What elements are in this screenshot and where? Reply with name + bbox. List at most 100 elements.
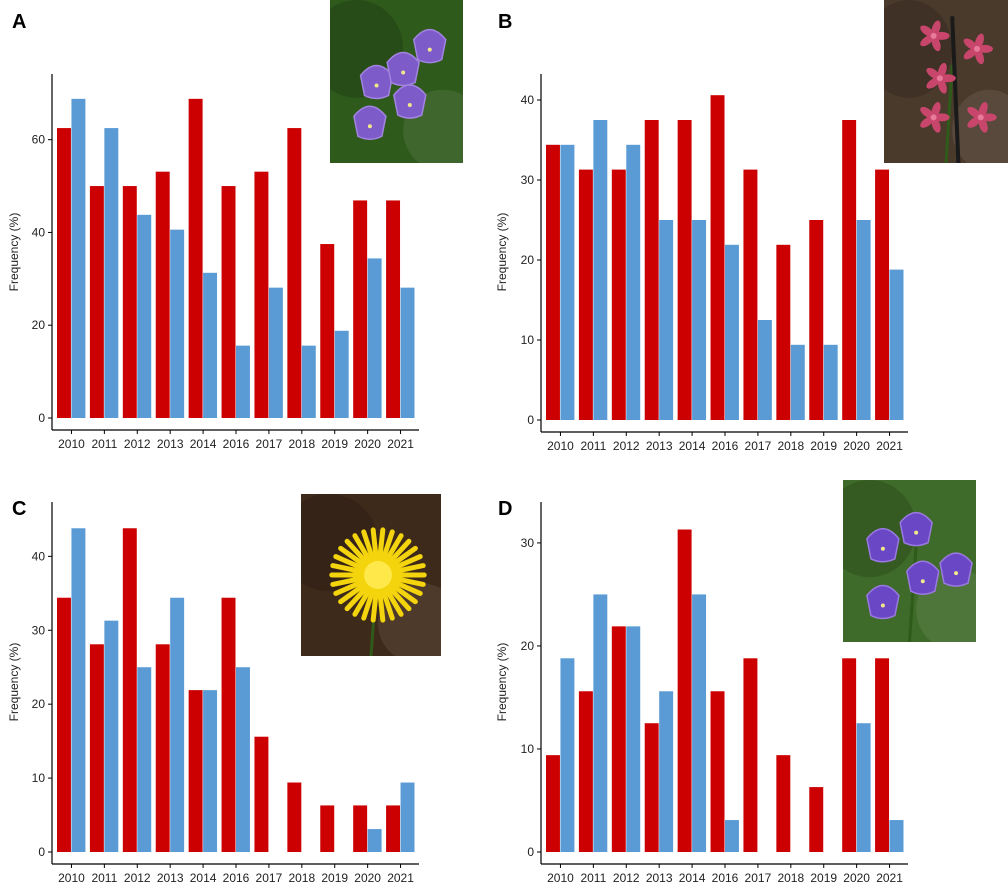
y-axis-label: Frequency (%) <box>495 213 509 292</box>
y-tick-label: 30 <box>521 536 535 550</box>
bar-red <box>254 171 269 418</box>
bar-blue <box>236 667 250 852</box>
bar-red <box>57 597 71 852</box>
bar-blue <box>203 690 218 852</box>
bar-red <box>644 723 659 852</box>
bar-red <box>89 186 104 418</box>
bar-blue <box>104 128 119 418</box>
bar-red <box>710 95 725 420</box>
bar-blue <box>560 144 575 421</box>
bar-red <box>875 169 890 420</box>
x-tick-label: 2019 <box>321 437 348 451</box>
bar-red <box>875 658 890 852</box>
x-tick-label: 2013 <box>157 437 184 451</box>
bar-red <box>710 691 725 852</box>
bar-blue <box>137 214 152 418</box>
x-tick-label: 2020 <box>843 871 870 885</box>
x-tick-label: 2019 <box>810 439 837 453</box>
y-tick-label: 20 <box>521 639 535 653</box>
x-tick-label: 2021 <box>387 437 414 451</box>
pink-campion-photo-icon <box>884 0 1008 163</box>
bar-blue <box>593 594 608 852</box>
bar-blue <box>268 287 283 418</box>
bar-red <box>57 128 71 418</box>
bar-blue <box>367 258 382 418</box>
x-tick-label: 2012 <box>613 439 640 453</box>
panel-b: B Frequency (%) 0 10 20 30 40 2010 2011 2012 2013 2… <box>495 0 1008 453</box>
bar-red <box>320 244 335 418</box>
bar-red <box>188 690 203 852</box>
bar-red <box>155 644 170 852</box>
bar-red <box>578 691 593 852</box>
x-tick-label: 2018 <box>777 439 804 453</box>
bar-blue <box>104 620 119 852</box>
bar-blue <box>203 272 218 418</box>
x-tick-label: 2021 <box>876 871 903 885</box>
x-tick-label: 2017 <box>256 437 283 451</box>
bar-red <box>188 98 203 418</box>
y-tick-label: 40 <box>32 225 46 239</box>
bar-red <box>578 169 593 420</box>
panel-d: D Frequency (%) 0 10 20 30 2010 2011 2012 2013 201… <box>495 480 976 885</box>
bar-blue <box>725 820 739 852</box>
bar-blue <box>659 691 674 852</box>
bar-blue <box>400 287 415 418</box>
x-tick-label: 2020 <box>354 871 381 885</box>
bar-red <box>122 186 137 418</box>
bar-blue <box>236 345 250 418</box>
x-tick-label: 2019 <box>810 871 837 885</box>
bar-red <box>776 755 791 852</box>
bar-blue <box>593 120 608 420</box>
x-tick-label: 2014 <box>190 437 217 451</box>
bar-red <box>386 805 401 852</box>
x-tick-label: 2014 <box>679 439 706 453</box>
x-tick-label: 2016 <box>712 871 739 885</box>
bar-blue <box>560 658 575 852</box>
x-tick-label: 2011 <box>91 437 117 451</box>
y-tick-label: 0 <box>527 413 534 427</box>
y-tick-label: 30 <box>32 623 46 637</box>
y-axis-label: Frequency (%) <box>495 643 509 722</box>
bar-blue <box>790 344 805 420</box>
bar-red <box>776 244 791 420</box>
bar-red <box>287 782 302 852</box>
bar-blue <box>626 144 641 421</box>
x-tick-label: 2014 <box>190 871 217 885</box>
bar-blue <box>400 782 415 852</box>
x-tick-label: 2017 <box>745 439 772 453</box>
x-tick-label: 2010 <box>58 871 85 885</box>
y-tick-label: 60 <box>32 133 46 147</box>
bar-blue <box>367 829 382 852</box>
bar-blue <box>334 330 349 418</box>
bar-blue <box>856 220 871 420</box>
y-tick-label: 20 <box>32 318 46 332</box>
bar-red <box>611 626 626 852</box>
x-tick-label: 2020 <box>843 439 870 453</box>
x-tick-label: 2012 <box>613 871 640 885</box>
y-tick-label: 10 <box>521 333 535 347</box>
x-tick-label: 2013 <box>646 439 673 453</box>
bar-blue <box>137 667 152 852</box>
y-tick-label: 0 <box>38 411 45 425</box>
panel-a: A Frequency (%) 0 20 40 60 2010 2011 2012 2013 201… <box>7 0 463 451</box>
bar-blue <box>626 626 641 852</box>
y-tick-label: 0 <box>38 845 45 859</box>
x-tick-label: 2019 <box>321 871 348 885</box>
x-tick-label: 2013 <box>646 871 673 885</box>
bar-blue <box>170 229 185 418</box>
y-tick-label: 10 <box>521 742 535 756</box>
x-tick-label: 2011 <box>91 871 117 885</box>
y-tick-label: 20 <box>32 697 46 711</box>
yellow-hawkweed-photo-icon <box>301 494 441 656</box>
bar-red <box>353 805 368 852</box>
bar-red <box>842 658 857 852</box>
bar-red <box>254 736 269 852</box>
x-tick-label: 2010 <box>547 439 574 453</box>
x-tick-label: 2016 <box>223 437 250 451</box>
y-axis-label: Frequency (%) <box>7 213 21 292</box>
bellflower-purple-photo-icon <box>330 0 463 163</box>
bar-red <box>809 787 824 852</box>
bar-red <box>122 528 137 852</box>
x-tick-label: 2013 <box>157 871 184 885</box>
bar-blue <box>725 244 739 420</box>
